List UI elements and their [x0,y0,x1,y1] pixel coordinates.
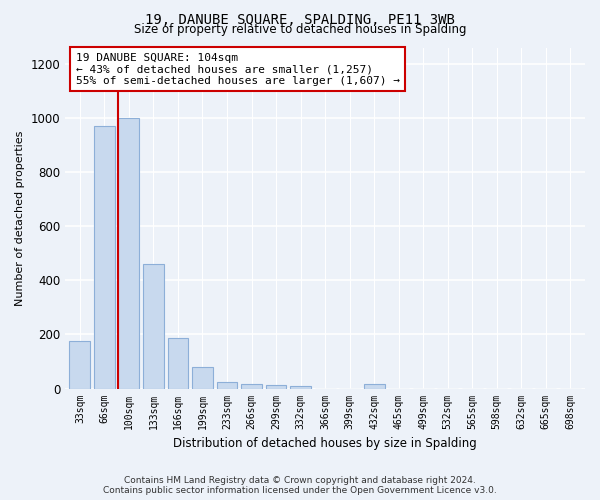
Bar [118,118,139,388]
X-axis label: Distribution of detached houses by size in Spalding: Distribution of detached houses by size … [173,437,477,450]
Y-axis label: Number of detached properties: Number of detached properties [15,130,25,306]
Text: 19, DANUBE SQUARE, SPALDING, PE11 3WB: 19, DANUBE SQUARE, SPALDING, PE11 3WB [145,12,455,26]
Bar [217,382,238,388]
Bar [241,384,262,388]
Bar [167,338,188,388]
Bar [266,385,286,388]
Bar [143,264,164,388]
Text: Size of property relative to detached houses in Spalding: Size of property relative to detached ho… [134,22,466,36]
Bar [192,367,213,388]
Bar [364,384,385,388]
Text: Contains HM Land Registry data © Crown copyright and database right 2024.
Contai: Contains HM Land Registry data © Crown c… [103,476,497,495]
Bar [290,386,311,388]
Text: 19 DANUBE SQUARE: 104sqm
← 43% of detached houses are smaller (1,257)
55% of sem: 19 DANUBE SQUARE: 104sqm ← 43% of detach… [76,52,400,86]
Bar [94,126,115,388]
Bar [70,341,91,388]
